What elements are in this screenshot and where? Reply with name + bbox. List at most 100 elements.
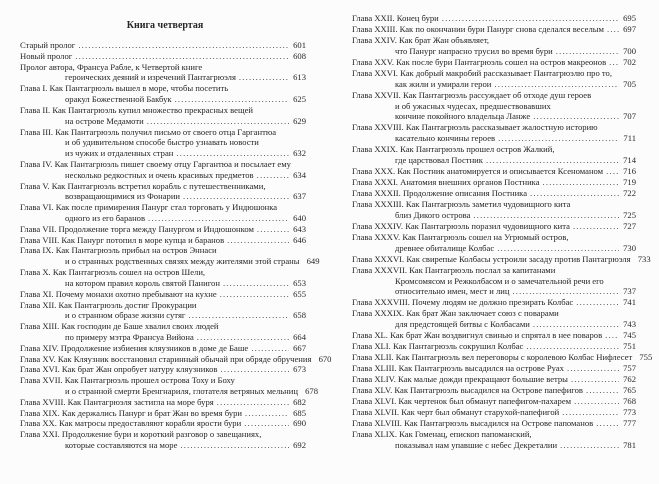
page-number: 613 (293, 72, 306, 83)
toc-entry[interactable]: Глава XXX. Как Постник анатомируется и о… (352, 166, 636, 177)
toc-entry[interactable]: Глава V. Как Пантагрюэль встретил корабл… (20, 181, 306, 203)
toc-entry[interactable]: Глава XLI. Как Пантагрюэль сокрушил Колб… (352, 341, 636, 352)
toc-entry-text: Глава XXXIX. Как брат Жан заключает союз… (352, 308, 559, 319)
toc-entry[interactable]: Глава XXIX. Как Пантагрюэль прошел остро… (352, 144, 636, 166)
toc-entry-line: Глава XXXI. Анатомия внешних органов Пос… (352, 177, 636, 188)
toc-entry-line: Глава XLIII. Как Пантагрюэль высадился н… (352, 363, 636, 374)
page-number: 777 (623, 417, 636, 428)
page-number: 653 (293, 277, 306, 288)
toc-entry[interactable]: Глава XL. Как брат Жан воздвигнул свинью… (352, 330, 636, 341)
toc-entry-text: Глава XXXII. Продолжение описания Постни… (352, 188, 528, 198)
toc-entry-line: оракул Божественной Бакбук 625 (20, 94, 306, 105)
toc-entry-line: Глава XXXII. Продолжение описания Постни… (352, 188, 636, 199)
toc-entry[interactable]: Глава VIII. Как Панург потопил в море ку… (20, 235, 306, 246)
toc-entry-line: Глава II. Как Пантагрюэль купил множеств… (20, 105, 306, 116)
toc-entry[interactable]: Глава IV. Как Пантагрюэль пишет своему о… (20, 159, 306, 181)
toc-entry-line: и о странных родственных связях между жи… (20, 256, 320, 267)
toc-entry[interactable]: Глава XLVII. Как черт был обманут старух… (352, 407, 636, 418)
dot-leader (223, 278, 289, 289)
toc-entry[interactable]: Глава XLIX. Как Гоменац, епископ папоман… (352, 429, 636, 451)
toc-entry[interactable]: Глава I. Как Пантагрюэль вышел в море, ч… (20, 83, 306, 105)
dot-leader (183, 191, 289, 202)
toc-entry[interactable]: Глава XXXIII. Как Пантагрюэль заметил чу… (352, 199, 636, 221)
toc-entry-text: Глава XXX. Как Постник анатомируется и о… (352, 166, 604, 177)
page-number: 768 (623, 395, 636, 406)
toc-entry[interactable]: Глава XVIII. Как Пантагрюэля застигла на… (20, 397, 306, 408)
toc-entry[interactable]: Глава XXVI. Как добрый макробий рассказы… (352, 68, 636, 90)
toc-entry[interactable]: Глава XVI. Как брат Жан опробует натуру … (20, 364, 306, 375)
toc-entry-line: возвращающимися из Фонарии 637 (20, 191, 306, 202)
toc-entry-line: Глава XXVII. Как Пантагрюэль рассуждает … (352, 90, 636, 101)
toc-entry[interactable]: Глава XXXVII. Как Пантагрюэль послал за … (352, 265, 636, 298)
toc-entry[interactable]: Глава XXII. Конец бури 695 (352, 13, 636, 24)
toc-entry[interactable]: Глава XXXV. Как Пантагрюэль сошел на Угр… (352, 232, 636, 254)
toc-entry[interactable]: Глава XXXI. Анатомия внешних органов Пос… (352, 177, 636, 188)
page-number: 643 (293, 223, 306, 234)
page-number: 695 (623, 13, 636, 23)
toc-entry[interactable]: Глава XXXII. Продолжение описания Постни… (352, 188, 636, 199)
toc-entry-line: Глава XIII. Как господин де Баше хвалил … (20, 321, 306, 332)
toc-entry-line: Глава XIX. Как держались Панург и брат Ж… (20, 408, 306, 419)
page-number: 755 (639, 352, 653, 363)
toc-entry-text: что Панург напрасно трусил во время бури (395, 45, 553, 56)
toc-entry[interactable]: Глава XXVIII. Как Пантагрюэль рассказыва… (352, 122, 636, 144)
toc-entry[interactable]: Глава XIX. Как держались Панург и брат Ж… (20, 408, 306, 419)
toc-entry[interactable]: Глава XI. Почему монахи охотно пребывают… (20, 289, 306, 300)
toc-entry-line: Глава XLIX. Как Гоменац, епископ папоман… (352, 429, 636, 440)
toc-entry[interactable]: Глава XIV. Продолжение избиения кляузник… (20, 343, 306, 354)
dot-leader (220, 364, 289, 375)
toc-entry[interactable]: Глава XXVII. Как Пантагрюэль рассуждает … (352, 90, 636, 123)
toc-column-right: Глава XXII. Конец бури 695 Глава XXIII. Ка… (352, 13, 652, 451)
toc-entry[interactable]: Глава XXIV. Как брат Жан объявляет, что П… (352, 35, 636, 57)
toc-entry[interactable]: Глава XXIII. Как по окончании бури Панур… (352, 24, 636, 35)
toc-entry[interactable]: Старый пролог 601 (20, 40, 306, 51)
toc-entry[interactable]: Глава XVII. Как Пантагрюэль прошел остро… (20, 375, 318, 397)
toc-entry[interactable]: Глава XX. Как матросы предоставляют кора… (20, 418, 306, 429)
toc-entry-line: Глава XXXIII. Как Пантагрюэль заметил чу… (352, 199, 636, 210)
toc-entry-text: близ Дикого острова (395, 209, 471, 220)
dot-leader (257, 224, 289, 235)
toc-entry[interactable]: Глава XLIV. Как малые дожди прекращают б… (352, 374, 636, 385)
toc-entry-text: Глава XXIV. Как брат Жан объявляет, (352, 34, 490, 45)
toc-entry-text: Кромсомясом и Режколбасом и о замечатель… (395, 275, 604, 286)
toc-entry[interactable]: Глава XXXVIII. Почему людям не должно пр… (352, 297, 636, 308)
toc-entry[interactable]: Глава II. Как Пантагрюэль купил множеств… (20, 105, 306, 127)
toc-entry[interactable]: Глава XLIII. Как Пантагрюэль высадился н… (352, 363, 636, 374)
dot-leader (220, 289, 289, 300)
toc-entry[interactable]: Глава XII. Как Пантагрюэль достиг Прокур… (20, 300, 306, 322)
toc-entry[interactable]: Глава XLVIII. Как Пантагрюэль высадился … (352, 418, 636, 429)
toc-entry-line: Глава XV. Как Кляузник восстановил стари… (20, 354, 331, 365)
toc-entry[interactable]: Глава XXXVI. Как свирепые Колбасы устрои… (352, 253, 651, 265)
toc-entry[interactable]: Глава VI. Как после примирения Панург ст… (20, 202, 306, 224)
toc-entry[interactable]: Глава IX. Как Пантагрюэль прибыл на остр… (20, 245, 320, 267)
toc-entry-text: Глава XXXI. Анатомия внешних органов Пос… (352, 177, 540, 188)
toc-entry[interactable]: Глава XXI. Продолжение бури и короткий р… (20, 429, 306, 451)
dot-leader (494, 79, 619, 90)
toc-entry-line: Глава XVII. Как Пантагрюэль прошел остро… (20, 375, 306, 386)
page-number: 702 (623, 56, 636, 67)
toc-entry-line: Новый пролог 608 (20, 51, 306, 62)
toc-entry-line: героических деяний и изречений Пантагрюэ… (20, 72, 306, 83)
toc-entry[interactable]: Глава XIII. Как господин де Баше хвалил … (20, 321, 306, 343)
toc-entry[interactable]: Глава X. Как Пантагрюэль сошел на остров… (20, 267, 306, 289)
toc-entry-text: Глава XXXVI. Как свирепые Колбасы устрои… (352, 253, 631, 264)
toc-entry[interactable]: Глава XV. Как Кляузник восстановил стари… (20, 354, 331, 365)
toc-entry[interactable]: Глава XXXIX. Как брат Жан заключает союз… (352, 308, 636, 330)
toc-entry[interactable]: Пролог автора, Франсуа Рабле, к Четверто… (20, 62, 306, 84)
toc-entry-line: Глава XXVIII. Как Пантагрюэль рассказыва… (352, 122, 636, 133)
toc-entry-line: Глава VII. Продолжение торга между Панур… (20, 224, 306, 235)
toc-entry[interactable]: Глава XXXIV. Как Пантагрюэль поразил чуд… (352, 221, 636, 232)
toc-entry[interactable]: Глава XLVI. Как чертенок был обманут пап… (352, 396, 636, 407)
toc-entry[interactable]: Новый пролог 608 (20, 51, 306, 62)
dot-leader (571, 374, 619, 385)
toc-entry-text: Глава XII. Как Пантагрюэль достиг Прокур… (20, 299, 197, 310)
toc-entry-text: возвращающимися из Фонарии (65, 191, 181, 202)
toc-entry[interactable]: Глава XLV. Как Пантагрюэль высадился на … (352, 385, 636, 396)
toc-entry[interactable]: Глава XLII. Как Пантагрюэль вел перегово… (352, 352, 652, 363)
toc-entry[interactable]: Глава XXV. Как после бури Пантагрюэль со… (352, 57, 636, 68)
toc-entry[interactable]: Глава III. Как Пантагрюэль получил письм… (20, 127, 306, 159)
toc-entry[interactable]: Глава VII. Продолжение торга между Панур… (20, 224, 306, 235)
toc-entry-line: Глава XII. Как Пантагрюэль достиг Прокур… (20, 300, 306, 311)
page-number: 697 (623, 23, 636, 34)
toc-entry-text: Глава XXXVII. Как Пантагрюэль послал за … (352, 264, 556, 275)
